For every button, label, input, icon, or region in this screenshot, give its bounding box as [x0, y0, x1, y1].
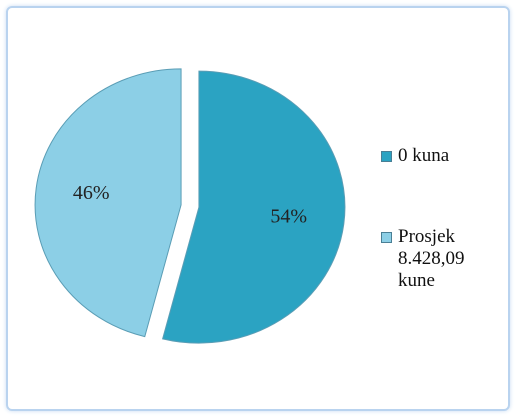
legend-entry: 0 kuna	[381, 145, 478, 167]
legend-label: Prosjek 8.428,09 kune	[398, 226, 465, 291]
pie-slice	[34, 68, 182, 338]
legend-entry: Prosjek 8.428,09 kune	[381, 226, 478, 292]
legend-label: 0 kuna	[398, 145, 450, 166]
data-label: 46%	[73, 182, 110, 204]
pie-slice	[162, 70, 346, 344]
legend-swatch	[381, 232, 392, 243]
legend-swatch	[381, 151, 392, 162]
data-label: 54%	[270, 205, 307, 227]
chart-frame	[6, 6, 510, 411]
